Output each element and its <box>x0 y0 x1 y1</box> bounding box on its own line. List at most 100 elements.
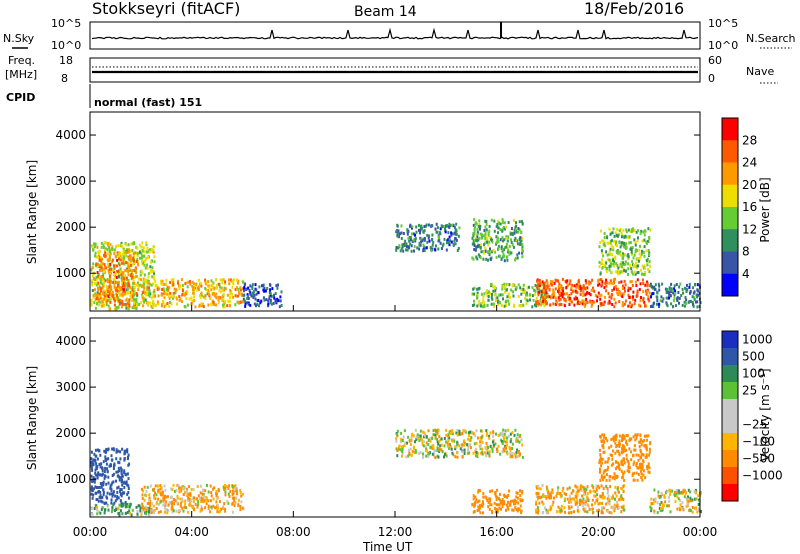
power-region-0-cell <box>100 245 103 249</box>
velocity-region-1-cell <box>104 508 107 512</box>
velocity-region-4-cell <box>516 509 519 513</box>
velocity-region-3-cell <box>470 431 473 435</box>
velocity-region-7-cell <box>687 499 690 503</box>
power-region-2-cell <box>212 286 215 289</box>
power-region-2-cell <box>211 283 214 287</box>
power-region-8-cell <box>620 231 623 235</box>
power-region-5-cell <box>499 228 502 231</box>
velocity-region-1-cell <box>129 502 132 506</box>
velocity-region-6-cell <box>631 474 634 477</box>
velocity-region-2-cell <box>176 483 179 487</box>
velocity-region-2-cell <box>212 497 215 501</box>
power-region-7-cell <box>536 279 538 283</box>
power-region-9-cell <box>692 291 695 295</box>
velocity-region-6-cell <box>620 469 623 473</box>
velocity-region-1-cell <box>131 508 134 512</box>
power-region-7-cell <box>603 286 606 290</box>
velocity-region-7-cell <box>694 488 697 492</box>
power-region-4-cell <box>418 247 421 251</box>
power-region-0-cell <box>117 261 120 265</box>
power-region-8-cell <box>606 253 609 257</box>
velocity-region-3-cell <box>476 452 479 456</box>
velocity-region-4-cell <box>515 508 518 512</box>
power-region-6-cell <box>511 290 514 294</box>
velocity-region-0-cell <box>116 497 119 501</box>
power-region-8-cell <box>637 236 639 240</box>
velocity-region-0-cell <box>109 464 112 468</box>
velocity-region-2-cell <box>185 487 188 491</box>
power-region-3-cell <box>242 287 245 291</box>
power-region-5-cell <box>501 248 504 251</box>
power-region-7-cell <box>574 295 577 299</box>
power-region-1-cell <box>108 282 111 286</box>
velocity-region-0-cell <box>112 447 115 451</box>
velocity-region-5-cell <box>583 490 586 494</box>
power-region-9-cell <box>696 283 699 287</box>
power-region-2-cell <box>198 287 200 291</box>
velocity-region-1-cell <box>118 503 121 507</box>
velocity-region-5-cell <box>590 507 593 511</box>
power-region-0-cell <box>94 288 96 292</box>
velocity-region-5-cell <box>587 499 590 503</box>
power-region-7-cell <box>609 279 612 283</box>
velocity-region-5-cell <box>545 496 548 500</box>
power-region-7-cell <box>560 293 562 297</box>
velocity-region-6-cell <box>633 448 636 452</box>
velocity-region-4-cell <box>503 502 506 506</box>
velocity-region-1-cell <box>117 507 120 511</box>
velocity-region-3-cell <box>481 452 484 456</box>
power-region-2-cell <box>212 300 215 304</box>
velocity-region-2-cell <box>141 502 144 506</box>
power-region-0-cell <box>109 287 112 291</box>
power-region-2-cell <box>191 300 194 304</box>
power-region-5-cell <box>510 240 513 244</box>
power-region-8-cell <box>609 239 612 243</box>
power-region-7-cell <box>548 284 551 288</box>
velocity-region-0-cell <box>119 499 122 503</box>
power-region-5-cell <box>479 243 482 247</box>
power-region-0-cell <box>136 257 139 261</box>
power-region-5-cell <box>515 238 518 242</box>
power-region-1-cell <box>97 274 100 278</box>
velocity-region-2-cell <box>196 505 199 509</box>
velocity-region-3-cell <box>509 448 512 452</box>
velocity-region-2-cell <box>148 502 151 505</box>
power-region-2-cell <box>204 278 207 282</box>
power-region-3-cell <box>251 285 254 289</box>
velocity-region-3-cell <box>410 443 412 446</box>
power-region-8-cell <box>610 244 613 248</box>
power-region-0-cell <box>153 272 155 276</box>
velocity-region-7-cell <box>696 510 699 514</box>
velocity-region-0-cell <box>95 467 98 470</box>
power-region-3-cell <box>263 289 266 293</box>
power-region-2-cell <box>232 282 235 286</box>
power-region-7-cell <box>608 301 611 305</box>
power-colorbar-tick-label: 20 <box>742 178 757 192</box>
power-region-2-cell <box>148 289 151 293</box>
power-region-8-cell <box>634 250 637 254</box>
velocity-region-6-cell <box>612 439 615 443</box>
velocity-region-6-cell <box>606 468 609 472</box>
velocity-region-6-cell <box>641 463 644 466</box>
power-region-1-cell <box>127 284 130 288</box>
velocity-region-1-cell <box>111 505 114 509</box>
velocity-region-5-cell <box>549 508 552 512</box>
power-region-5-cell <box>497 247 500 250</box>
power-region-5-cell <box>501 236 504 239</box>
velocity-region-6-cell <box>611 457 614 461</box>
power-region-1-cell <box>111 294 114 298</box>
power-region-0-cell <box>143 273 146 277</box>
power-region-8-cell <box>641 264 644 268</box>
power-region-6-cell <box>473 299 475 303</box>
velocity-region-6-cell <box>612 436 615 440</box>
velocity-region-4-cell <box>482 511 484 515</box>
power-region-6-cell <box>476 304 479 308</box>
velocity-region-3-cell <box>412 446 415 450</box>
power-region-1-cell <box>127 256 130 260</box>
velocity-region-2-cell <box>167 503 170 507</box>
power-region-7-cell <box>554 278 557 282</box>
power-region-3-cell <box>243 299 246 303</box>
power-region-7-cell <box>561 293 564 297</box>
velocity-region-3-cell <box>408 451 411 455</box>
power-colorbar-swatch <box>722 140 738 163</box>
